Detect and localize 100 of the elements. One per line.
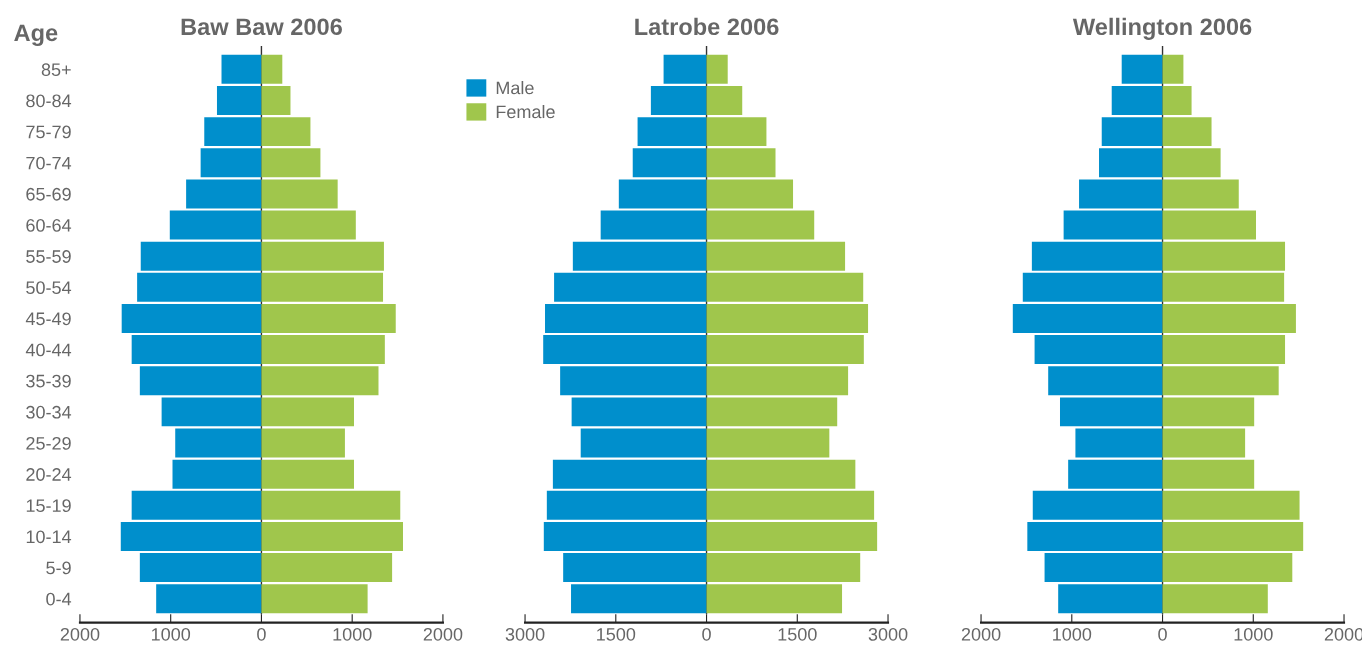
bar [600,210,707,240]
bar [560,366,707,396]
bar [261,584,368,614]
chart-title: Baw Baw 2006 [181,18,342,36]
legend-label: Female [496,104,555,119]
bar [131,335,262,365]
bar [261,86,291,115]
bar [706,241,846,271]
bar [169,210,262,240]
bar [1079,179,1163,209]
y-tick-label: 15-19 [26,499,71,513]
bar [1162,54,1184,84]
bar [706,179,794,209]
bar [1063,210,1163,240]
bar [706,521,878,551]
bar [1101,117,1163,147]
bar [1044,553,1163,583]
y-tick-label: 30-34 [26,405,72,419]
bar [1162,117,1212,147]
y-tick-label: 75-79 [26,125,71,139]
bar [131,490,262,520]
bar [261,397,354,427]
bar [706,584,843,614]
bar [706,210,815,240]
x-tick-label: 1000 [333,627,372,641]
bar [706,54,728,84]
x-tick-label: 1500 [597,627,636,641]
bar [120,521,262,551]
legend-label: Male [496,81,534,95]
bar [546,490,707,520]
bar [1162,397,1255,427]
bar [1068,459,1163,489]
x-tick-label: 1500 [778,627,817,641]
bar [261,54,283,84]
x-tick-label: 2000 [60,627,100,641]
bar [1162,272,1285,302]
bar [706,459,856,489]
bar [1162,210,1256,240]
bar [172,459,262,489]
bar [261,366,379,396]
bar [121,303,262,333]
bar [1162,179,1239,209]
bar [1162,366,1279,396]
bar [261,335,385,365]
bar [706,335,864,365]
bar [261,179,338,209]
bar [618,179,707,209]
bar [1162,241,1286,271]
bar [1060,397,1163,427]
bar [1111,86,1163,115]
x-tick-label: 2000 [961,627,1001,641]
bar [216,86,262,115]
bar [543,521,707,551]
y-tick-label: 80-84 [26,94,72,108]
bar [1162,428,1246,458]
x-tick-label: 3000 [505,627,545,641]
bar [261,490,401,520]
y-tick-label: 20-24 [26,468,72,481]
y-tick-label: 55-59 [26,250,71,263]
chart-title: Wellington 2006 [1072,17,1252,40]
y-tick-label: 65-69 [26,187,71,201]
bar [175,428,262,458]
bar [706,148,776,178]
bar [1012,303,1163,333]
bar [186,179,262,209]
y-tick-label: 0-4 [46,592,72,606]
bar [1121,54,1163,84]
y-tick-label: 50-54 [26,281,72,295]
bar [571,584,707,614]
y-tick-label: 35-39 [26,374,71,388]
bar [139,553,262,583]
bar [1162,553,1293,583]
bar [261,210,356,240]
bar [571,397,707,427]
bar [1162,490,1300,520]
bar [200,148,262,178]
y-tick-label: 60-64 [26,218,72,232]
bar [663,54,707,84]
bar [706,397,838,427]
bar [1162,521,1304,551]
bar [261,241,384,271]
bar [261,272,384,302]
bar [1058,584,1163,614]
bar [650,86,707,115]
x-tick-label: 1000 [1234,627,1273,641]
y-axis-title: Age [14,24,58,46]
x-tick-label: 3000 [868,627,908,641]
bar [545,303,707,333]
y-tick-label: 25-29 [26,436,71,450]
bar [572,241,707,271]
y-tick-label: 45-49 [25,312,71,326]
bar [1022,272,1163,302]
y-tick-label: 85+ [41,63,71,77]
bar [706,366,849,396]
bar [1162,584,1268,614]
bar [543,335,707,365]
bar [261,521,403,551]
bar [261,303,396,333]
bar [261,428,345,458]
bar [706,553,861,583]
